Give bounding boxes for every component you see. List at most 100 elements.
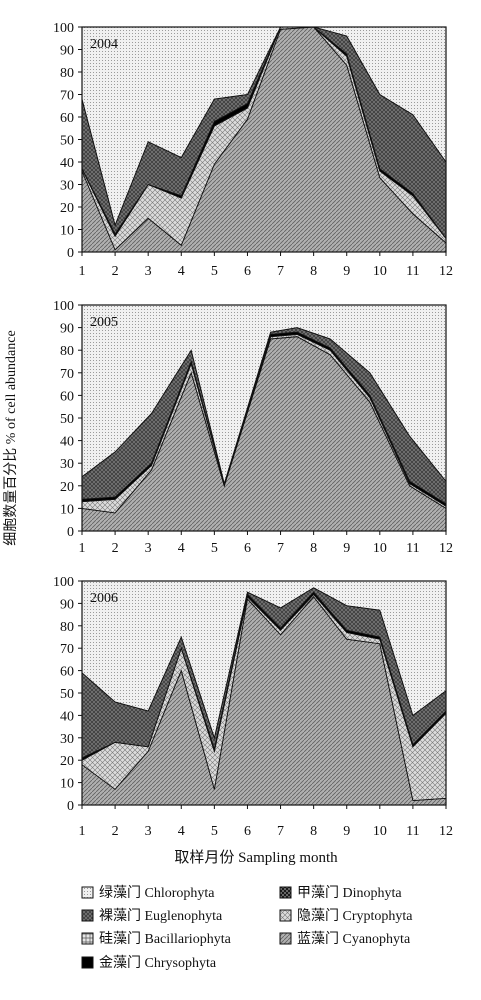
y-tick-label: 60 bbox=[60, 111, 74, 126]
x-tick-label: 12 bbox=[439, 824, 453, 839]
x-tick-label: 11 bbox=[406, 541, 419, 556]
y-tick-label: 50 bbox=[60, 687, 74, 702]
legend-item-dinophyta: 甲藻门 Dinophyta bbox=[279, 885, 402, 901]
y-tick-label: 10 bbox=[60, 224, 74, 239]
legend-swatch bbox=[279, 909, 292, 922]
x-tick-label: 10 bbox=[373, 824, 387, 839]
legend-label: 金藻门 Chrysophyta bbox=[99, 955, 217, 971]
x-tick-label: 2 bbox=[112, 264, 119, 279]
y-tick-label: 10 bbox=[60, 777, 74, 792]
y-tick-label: 40 bbox=[60, 435, 74, 450]
legend-label: 甲藻门 Dinophyta bbox=[297, 885, 402, 901]
x-tick-label: 10 bbox=[373, 264, 387, 279]
x-tick-label: 8 bbox=[310, 824, 317, 839]
x-tick-label: 4 bbox=[178, 264, 185, 279]
y-tick-label: 90 bbox=[60, 322, 74, 337]
y-tick-label: 80 bbox=[60, 66, 74, 81]
y-tick-label: 70 bbox=[60, 367, 74, 382]
x-tick-label: 8 bbox=[310, 264, 317, 279]
x-tick-label: 1 bbox=[79, 824, 86, 839]
legend-label: 隐藻门 Cryptophyta bbox=[297, 908, 413, 924]
y-tick-label: 40 bbox=[60, 156, 74, 171]
legend-label: 硅藻门 Bacillariophyta bbox=[99, 931, 232, 947]
y-tick-label: 50 bbox=[60, 412, 74, 427]
x-tick-label: 5 bbox=[211, 824, 218, 839]
x-tick-label: 3 bbox=[145, 824, 152, 839]
x-tick-label: 2 bbox=[112, 541, 119, 556]
y-tick-label: 30 bbox=[60, 179, 74, 194]
x-tick-label: 7 bbox=[277, 264, 284, 279]
y-tick-label: 60 bbox=[60, 389, 74, 404]
x-tick-label: 9 bbox=[343, 541, 350, 556]
legend-swatch bbox=[81, 932, 94, 945]
y-tick-label: 90 bbox=[60, 44, 74, 59]
y-axis-label: 细胞数量百分比 % of cell abundance bbox=[3, 330, 19, 545]
x-tick-label: 2 bbox=[112, 824, 119, 839]
legend: 绿藻门 Chlorophyta 裸藻门 Euglenophyta 硅藻门 Bacil… bbox=[81, 885, 413, 971]
panel-year-label: 2006 bbox=[90, 591, 118, 606]
x-tick-label: 12 bbox=[439, 264, 453, 279]
y-tick-label: 80 bbox=[60, 344, 74, 359]
x-tick-label: 7 bbox=[277, 824, 284, 839]
y-tick-label: 100 bbox=[53, 21, 74, 36]
legend-item-chrysophyta: 金藻门 Chrysophyta bbox=[81, 955, 217, 971]
legend-item-euglenophyta: 裸藻门 Euglenophyta bbox=[81, 908, 223, 924]
x-tick-label: 1 bbox=[79, 264, 86, 279]
legend-label: 绿藻门 Chlorophyta bbox=[99, 885, 215, 901]
x-tick-label: 9 bbox=[343, 264, 350, 279]
x-tick-label: 7 bbox=[277, 541, 284, 556]
x-tick-label: 5 bbox=[211, 541, 218, 556]
y-tick-label: 70 bbox=[60, 642, 74, 657]
y-tick-label: 20 bbox=[60, 201, 74, 216]
y-tick-label: 40 bbox=[60, 709, 74, 724]
x-tick-label: 10 bbox=[373, 541, 387, 556]
y-tick-label: 0 bbox=[67, 525, 74, 540]
y-tick-label: 0 bbox=[67, 799, 74, 814]
x-tick-label: 1 bbox=[79, 541, 86, 556]
legend-item-cryptophyta: 隐藻门 Cryptophyta bbox=[279, 908, 413, 924]
y-tick-label: 90 bbox=[60, 597, 74, 612]
x-tick-label: 11 bbox=[406, 824, 419, 839]
legend-item-bacillariophyta: 硅藻门 Bacillariophyta bbox=[81, 931, 232, 947]
y-tick-label: 20 bbox=[60, 754, 74, 769]
legend-swatch bbox=[81, 909, 94, 922]
y-tick-label: 0 bbox=[67, 246, 74, 261]
x-tick-label: 9 bbox=[343, 824, 350, 839]
legend-swatch bbox=[279, 932, 292, 945]
x-tick-label: 8 bbox=[310, 541, 317, 556]
x-tick-label: 3 bbox=[145, 264, 152, 279]
legend-swatch bbox=[81, 886, 94, 899]
y-tick-label: 100 bbox=[53, 299, 74, 314]
x-tick-label: 6 bbox=[244, 541, 251, 556]
y-tick-label: 80 bbox=[60, 620, 74, 635]
y-tick-label: 20 bbox=[60, 480, 74, 495]
x-tick-label: 4 bbox=[178, 824, 185, 839]
legend-label: 蓝藻门 Cyanophyta bbox=[297, 931, 411, 947]
legend-swatch bbox=[279, 886, 292, 899]
panel-year-label: 2005 bbox=[90, 315, 118, 330]
x-tick-label: 3 bbox=[145, 541, 152, 556]
x-tick-label: 12 bbox=[439, 541, 453, 556]
y-tick-label: 60 bbox=[60, 665, 74, 680]
panel-year-label: 2004 bbox=[90, 37, 118, 52]
legend-item-cyanophyta: 蓝藻门 Cyanophyta bbox=[279, 931, 411, 947]
y-tick-label: 70 bbox=[60, 89, 74, 104]
x-tick-label: 5 bbox=[211, 264, 218, 279]
legend-swatch bbox=[81, 956, 94, 969]
legend-item-chlorophyta: 绿藻门 Chlorophyta bbox=[81, 885, 215, 901]
x-tick-label: 6 bbox=[244, 824, 251, 839]
x-axis-label: 取样月份 Sampling month bbox=[174, 849, 338, 866]
y-tick-label: 100 bbox=[53, 575, 74, 590]
x-tick-label: 4 bbox=[178, 541, 185, 556]
x-tick-label: 11 bbox=[406, 264, 419, 279]
x-tick-label: 6 bbox=[244, 264, 251, 279]
y-tick-label: 30 bbox=[60, 732, 74, 747]
legend-label: 裸藻门 Euglenophyta bbox=[99, 908, 223, 924]
y-tick-label: 30 bbox=[60, 457, 74, 472]
y-tick-label: 10 bbox=[60, 502, 74, 517]
